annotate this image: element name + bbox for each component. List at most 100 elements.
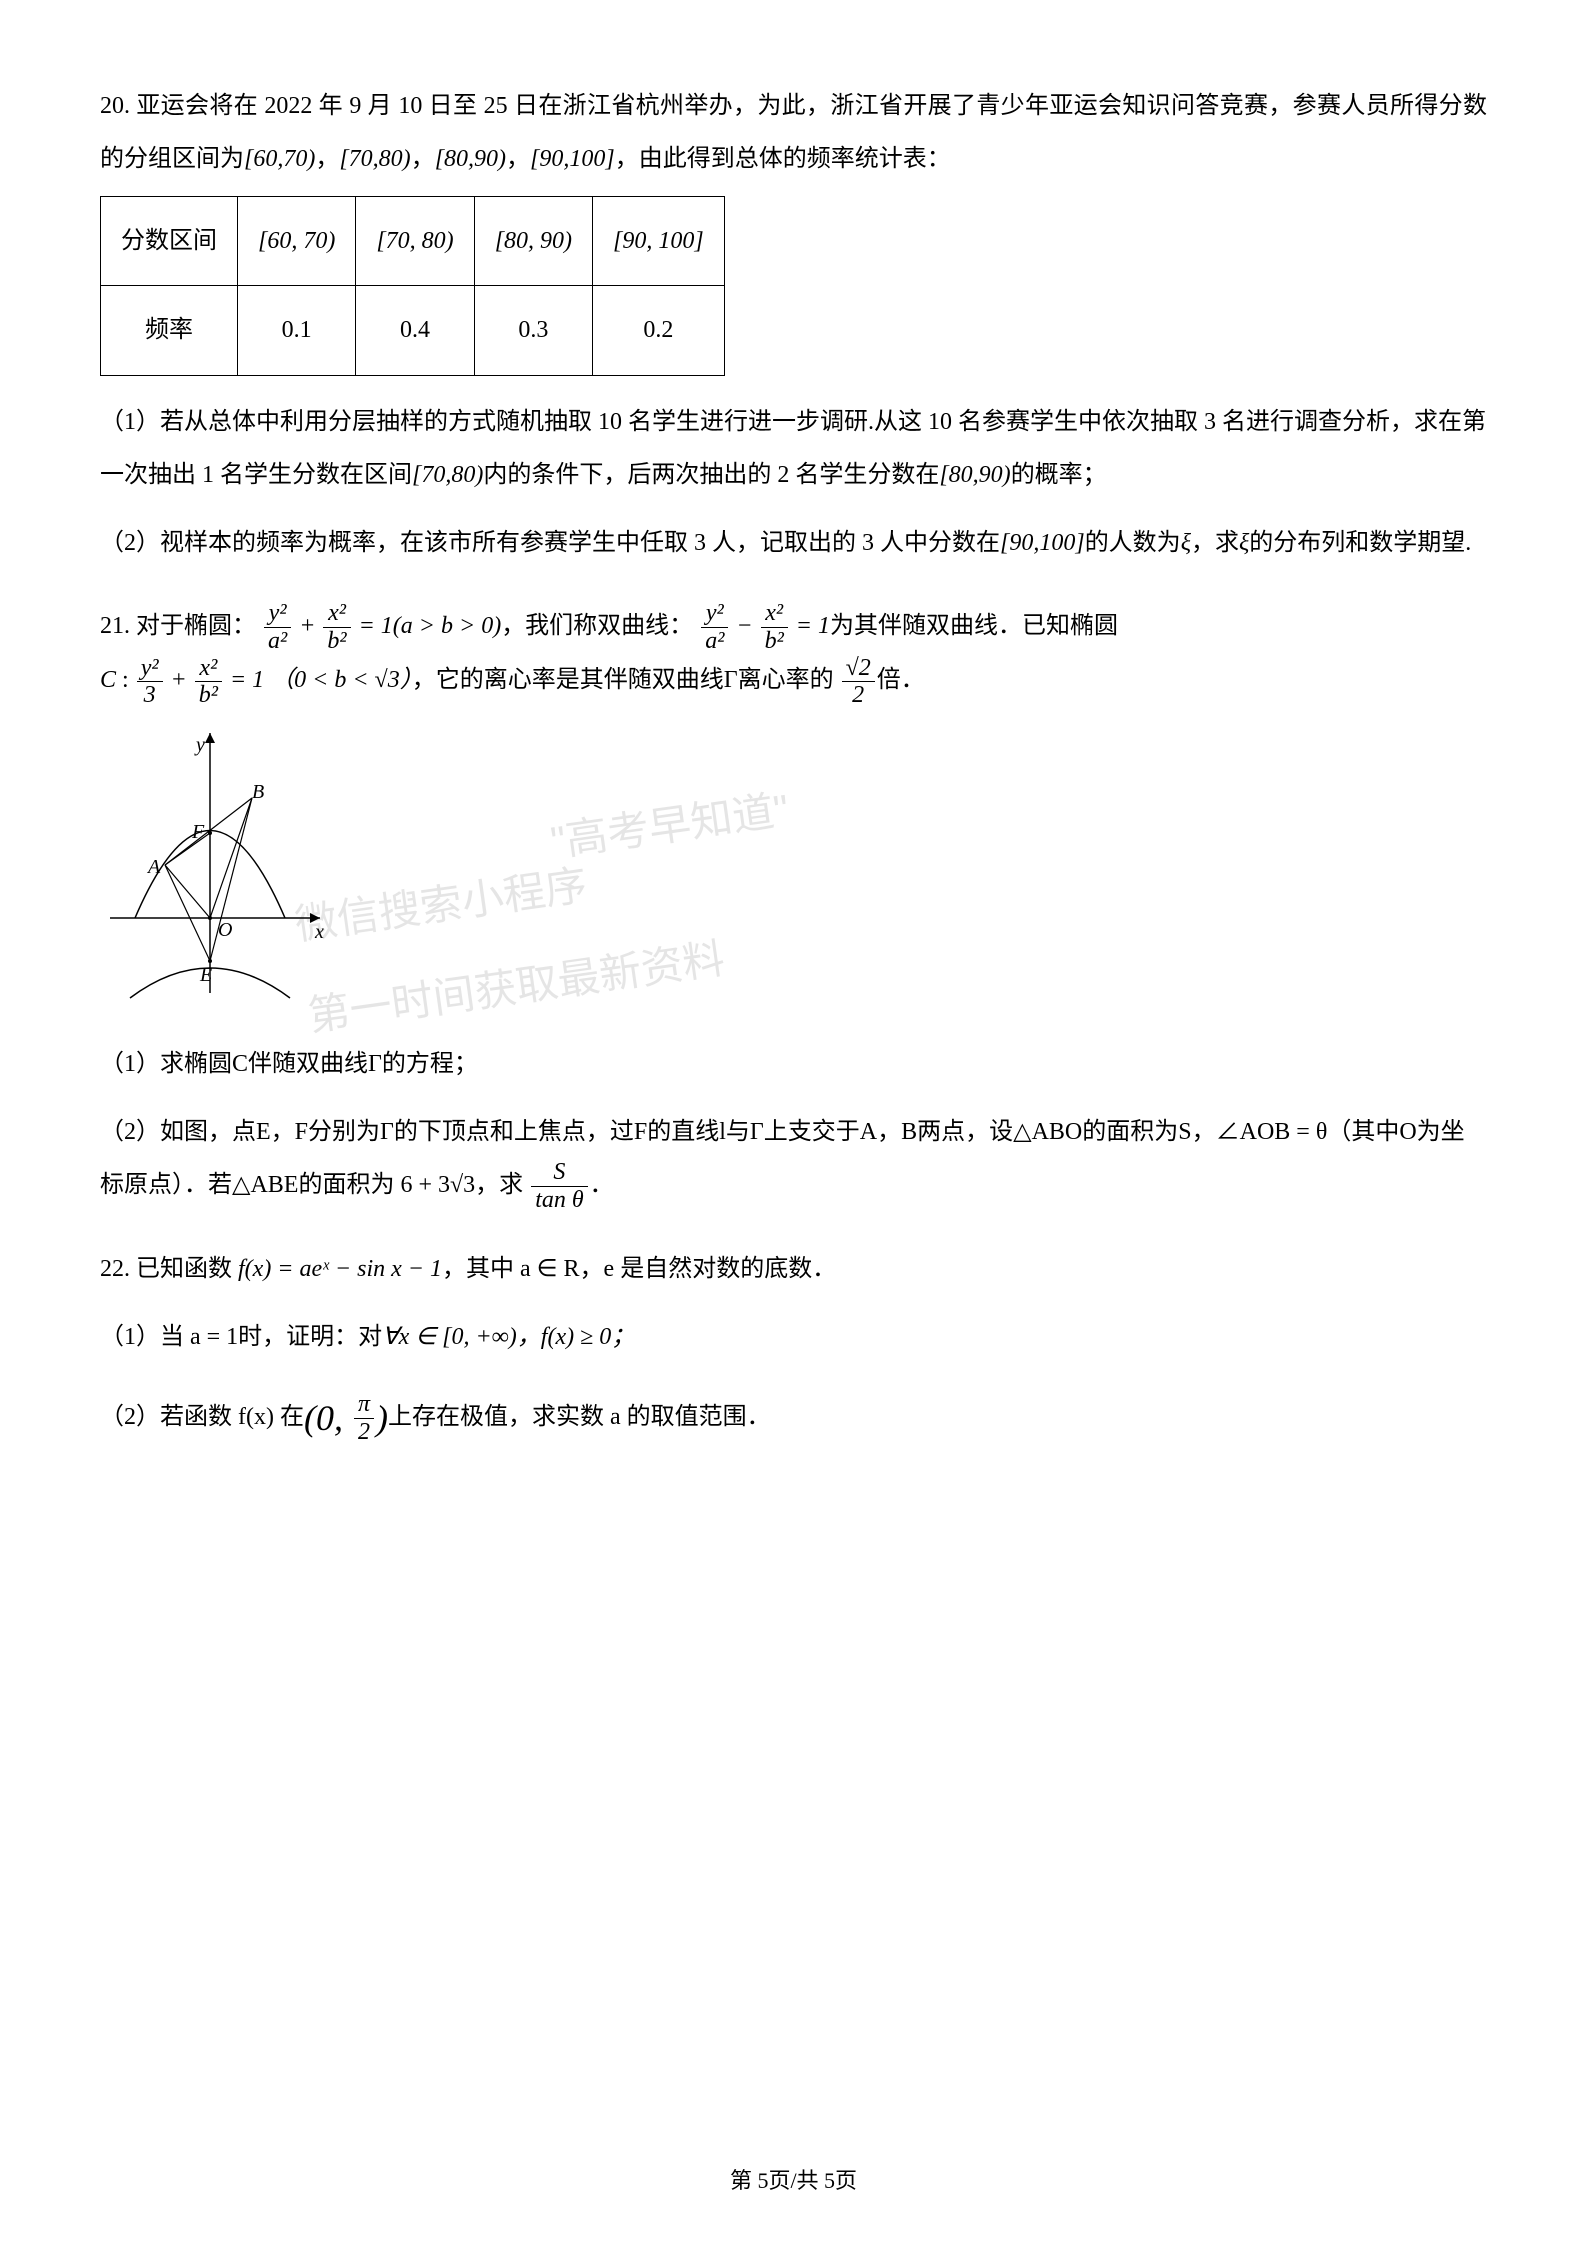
text: 当 a = 1时，证明：对 <box>160 1324 382 1350</box>
text: ，由此得到总体的频率统计表： <box>615 146 951 172</box>
label-x: x <box>314 921 324 943</box>
fraction: x²b² <box>761 600 788 654</box>
text: 的概率； <box>1011 462 1107 488</box>
problem-number: 20. <box>100 93 130 119</box>
problem-20-part-2: （2）视样本的频率为概率，在该市所有参赛学生中任取 3 人，记取出的 3 人中分… <box>100 517 1487 570</box>
text: 已知函数 <box>136 1256 232 1282</box>
text: ，求 <box>1191 530 1239 556</box>
header-label: 分数区间 <box>101 196 238 286</box>
label-B: B <box>252 781 264 803</box>
forall-expr: ∀x ∈ [0, +∞) <box>382 1324 517 1350</box>
frequency-table: 分数区间 [60, 70) [70, 80) [80, 90) [90, 100… <box>100 196 725 377</box>
numerator: x² <box>761 600 788 627</box>
text: 对于椭圆： <box>136 613 256 639</box>
interval-open: (0, <box>304 1398 352 1438</box>
numerator: y² <box>264 600 291 627</box>
cell-value: 0.2 <box>593 286 725 376</box>
denominator: a² <box>701 628 728 654</box>
part-label: （2） <box>100 1119 160 1145</box>
C-letter: C <box>100 667 116 693</box>
text: 为其伴随双曲线．已知椭圆 <box>830 613 1118 639</box>
equation-rhs: = 1(a > b > 0) <box>353 613 502 639</box>
interval: [80,90) <box>435 146 506 172</box>
denominator: b² <box>761 628 788 654</box>
problem-20-stem: 20. 亚运会将在 2022 年 9 月 10 日至 25 日在浙江省杭州举办，… <box>100 80 1487 186</box>
numerator: S <box>531 1159 587 1186</box>
col-header: [70, 80) <box>356 196 474 286</box>
problem-21-stem: 21. 对于椭圆： y²a² + x²b² = 1(a > b > 0)，我们称… <box>100 600 1487 709</box>
table-header-row: 分数区间 [60, 70) [70, 80) [80, 90) [90, 100… <box>101 196 725 286</box>
denominator: b² <box>323 628 350 654</box>
part-label: （1） <box>100 1051 160 1077</box>
label-A: A <box>146 856 161 878</box>
problem-22-part-2: （2）若函数 f(x) 在(0, π2)上存在极值，求实数 a 的取值范围． <box>100 1379 1487 1458</box>
problem-number: 21. <box>100 613 130 639</box>
cell-value: 0.1 <box>238 286 356 376</box>
col-header: [90, 100] <box>593 196 725 286</box>
operator: + <box>293 613 321 639</box>
equation-rhs: = 1 <box>790 613 830 639</box>
fraction: Stan θ <box>531 1159 587 1213</box>
problem-21-part-2: （2）如图，点E，F分别为Γ的下顶点和上焦点，过F的直线l与Γ上支交于A，B两点… <box>100 1106 1487 1213</box>
problem-20-part-1: （1）若从总体中利用分层抽样的方式随机抽取 10 名学生进行进一步调研.从这 1… <box>100 396 1487 502</box>
table-value-row: 频率 0.1 0.4 0.3 0.2 <box>101 286 725 376</box>
colon: : <box>116 667 135 693</box>
problem-number: 22. <box>100 1256 130 1282</box>
problem-20: 20. 亚运会将在 2022 年 9 月 10 日至 25 日在浙江省杭州举办，… <box>100 80 1487 570</box>
text: 倍． <box>877 667 925 693</box>
interval: [60,70) <box>244 146 315 172</box>
text: 的分布列和数学期望. <box>1249 530 1471 556</box>
fraction: √22 <box>842 655 875 709</box>
numerator: x² <box>195 655 222 682</box>
text: ，其中 a ∈ R，e 是自然对数的底数． <box>442 1256 836 1282</box>
part-label: （2） <box>100 1404 160 1430</box>
numerator: √2 <box>842 655 875 682</box>
triangle-abo: △ABO <box>1013 1119 1082 1145</box>
text: ，它的离心率是其伴随双曲线Γ离心率的 <box>412 667 834 693</box>
denominator: 3 <box>137 682 163 708</box>
coordinate-diagram: E O F A B y x <box>100 723 340 1003</box>
text: 视样本的频率为概率，在该市所有参赛学生中任取 3 人，记取出的 3 人中分数在 <box>160 530 1000 556</box>
cell-value: 0.4 <box>356 286 474 376</box>
fraction: y²3 <box>137 655 163 709</box>
equation-rhs: = 1 <box>224 667 264 693</box>
numerator: x² <box>323 600 350 627</box>
row-label: 频率 <box>101 286 238 376</box>
part-label: （2） <box>100 530 160 556</box>
text: ，f(x) ≥ 0； <box>517 1324 635 1350</box>
problem-21-figure: E O F A B y x <box>100 723 1487 1023</box>
text: 如图，点E，F分别为Γ的下顶点和上焦点，过F的直线l与Γ上支交于A，B两点，设 <box>160 1119 1013 1145</box>
text: 求椭圆C伴随双曲线Γ的方程； <box>160 1051 478 1077</box>
page-footer: 第 5页/共 5页 <box>0 2157 1587 2205</box>
operator: + <box>165 667 193 693</box>
function-def: f(x) = aeˣ − sin x − 1 <box>238 1256 442 1282</box>
label-y: y <box>194 734 205 756</box>
denominator: 2 <box>842 682 875 708</box>
text: 内的条件下，后两次抽出的 2 名学生分数在 <box>483 462 939 488</box>
fraction: π2 <box>354 1391 374 1445</box>
interval: [90,100] <box>530 146 615 172</box>
part-label: （1） <box>100 1324 160 1350</box>
col-header: [80, 90) <box>474 196 592 286</box>
denominator: a² <box>264 628 291 654</box>
denominator: tan θ <box>531 1187 587 1213</box>
numerator: y² <box>701 600 728 627</box>
text: 若函数 f(x) 在 <box>160 1404 304 1430</box>
numerator: y² <box>137 655 163 682</box>
denominator: b² <box>195 682 222 708</box>
part-label: （1） <box>100 409 160 435</box>
label-E: E <box>199 964 212 986</box>
fraction: y²a² <box>264 600 291 654</box>
denominator: 2 <box>354 1419 374 1445</box>
cell-value: 0.3 <box>474 286 592 376</box>
xi-symbol: ξ <box>1239 530 1249 556</box>
fraction: x²b² <box>195 655 222 709</box>
problem-22: 22. 已知函数 f(x) = aeˣ − sin x − 1，其中 a ∈ R… <box>100 1243 1487 1458</box>
text: ，我们称双曲线： <box>501 613 693 639</box>
fraction: y²a² <box>701 600 728 654</box>
problem-21: 21. 对于椭圆： y²a² + x²b² = 1(a > b > 0)，我们称… <box>100 600 1487 1214</box>
interval-close: ) <box>376 1398 388 1438</box>
comma: ， <box>506 146 530 172</box>
text: 上存在极值，求实数 a 的取值范围． <box>388 1404 771 1430</box>
numerator: π <box>354 1391 374 1418</box>
